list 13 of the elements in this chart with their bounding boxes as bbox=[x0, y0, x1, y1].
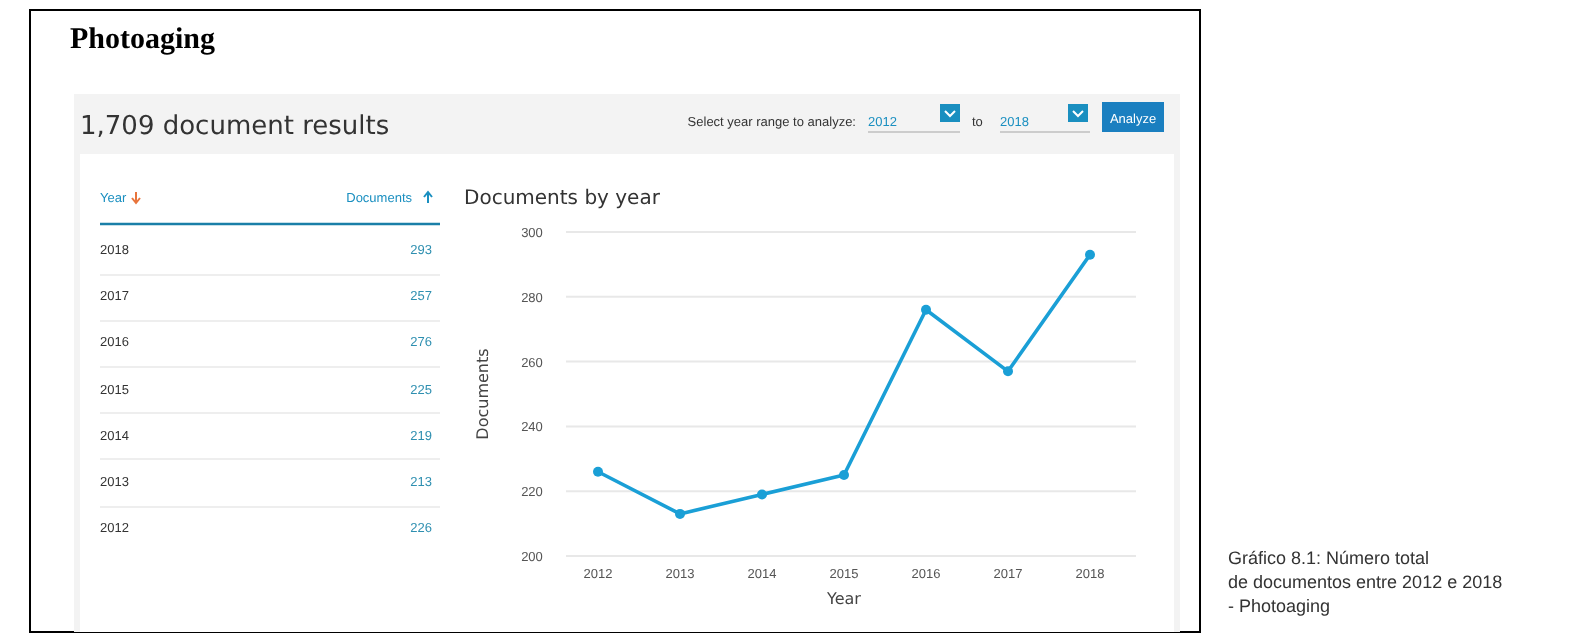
chart-title: Documents by year bbox=[464, 188, 662, 210]
point bbox=[921, 304, 931, 315]
point bbox=[1085, 249, 1095, 260]
text: Photoaging bbox=[70, 24, 217, 56]
point bbox=[675, 508, 685, 519]
point bbox=[593, 466, 603, 477]
point bbox=[1003, 366, 1013, 377]
y-axis-title: Documents bbox=[474, 348, 492, 440]
text: 1,709 document results bbox=[80, 112, 390, 142]
text: Gráfico 8.1: Número total de documentos entre 2012 e 2018 - Photoaging bbox=[1228, 548, 1503, 616]
point bbox=[839, 470, 849, 480]
x-axis-title: Year bbox=[825, 590, 863, 608]
point bbox=[757, 489, 767, 500]
